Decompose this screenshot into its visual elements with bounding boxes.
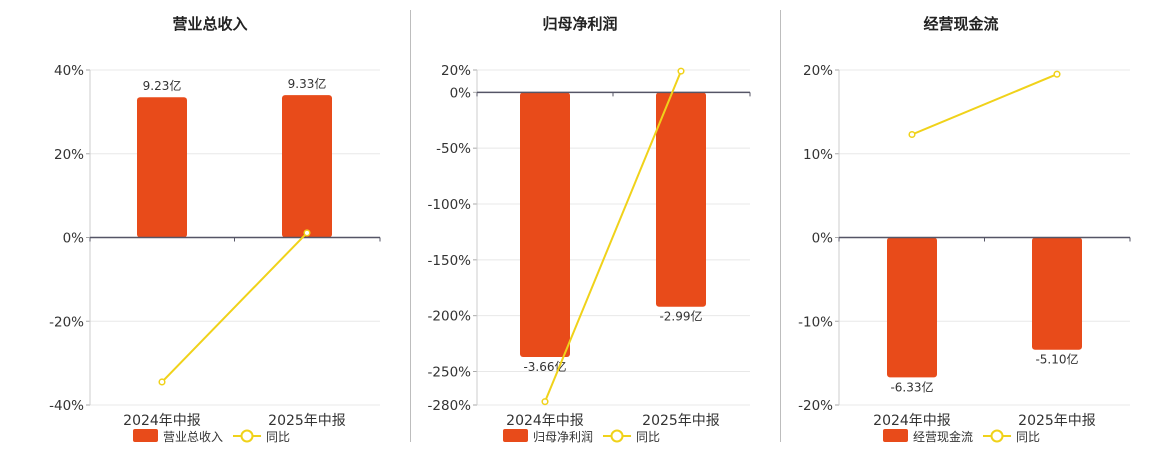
- legend-swatch-marker: [610, 429, 624, 443]
- bar-data-label: -2.99亿: [659, 309, 702, 324]
- x-tick-label: 2024年中报: [873, 413, 951, 429]
- yoy-point: [677, 67, 685, 75]
- bar: [656, 92, 706, 307]
- chart-svg: 归母净利润 20% 0% -50% -100% -150% -200% -250% -280% -…: [428, 15, 751, 444]
- y-tick-label: 0%: [450, 85, 472, 101]
- legend-swatch-bar: [883, 429, 908, 442]
- legend-swatch-marker: [990, 429, 1004, 443]
- x-tick-label: 2025年中报: [268, 413, 346, 429]
- x-tick-label: 2024年中报: [123, 413, 201, 429]
- panel-divider: [410, 10, 411, 442]
- chart-panel-cash-flow: 经营现金流 20% 10% 0% -10% -20% -6.33亿 -5.10亿 2024年中报…: [781, 0, 1160, 450]
- y-tick-label: 40%: [54, 63, 84, 79]
- legend-label-line: 同比: [1016, 430, 1040, 444]
- bar-data-label: -5.10亿: [1035, 352, 1078, 367]
- y-tick-label: -50%: [436, 141, 471, 157]
- chart-title: 经营现金流: [923, 15, 998, 33]
- y-tick-label: 20%: [803, 63, 833, 79]
- legend-label-bar: 归母净利润: [533, 430, 593, 444]
- x-tick-label: 2024年中报: [506, 413, 584, 429]
- yoy-point: [303, 229, 311, 237]
- y-tick-label: -20%: [798, 398, 833, 414]
- x-tick-label: 2025年中报: [1018, 413, 1096, 429]
- chart-title: 营业总收入: [172, 15, 247, 33]
- legend-swatch-bar: [503, 429, 528, 442]
- y-tick-label: -280%: [428, 398, 472, 414]
- yoy-point: [908, 130, 916, 139]
- legend-label-bar: 营业总收入: [163, 430, 223, 444]
- y-tick-label: 20%: [441, 63, 471, 79]
- y-tick-label: -200%: [428, 309, 472, 325]
- legend-swatch-marker: [240, 429, 254, 443]
- y-tick-label: -10%: [798, 314, 833, 330]
- y-tick-label: -40%: [49, 398, 84, 414]
- bar-data-label: 9.23亿: [143, 78, 182, 93]
- yoy-line: [161, 232, 308, 383]
- yoy-line: [911, 73, 1058, 136]
- y-tick-label: 20%: [54, 147, 84, 163]
- y-tick-label: -100%: [428, 197, 472, 213]
- chart-panel-revenue: 营业总收入 40% 20% 0% -20% -40% 9.23亿 9.33亿 2024年中报 20…: [0, 0, 410, 450]
- bar-data-label: -3.66亿: [523, 359, 566, 374]
- bar: [282, 95, 332, 238]
- yoy-point: [158, 378, 166, 386]
- chart-title: 归母净利润: [542, 15, 617, 33]
- yoy-line: [544, 70, 682, 403]
- chart-panel-net-profit: 归母净利润 20% 0% -50% -100% -150% -200% -250% -280% -…: [411, 0, 780, 450]
- x-tick-label: 2025年中报: [642, 413, 720, 429]
- legend-label-line: 同比: [636, 430, 660, 444]
- y-tick-label: 10%: [803, 147, 833, 163]
- bar-data-label: 9.33亿: [288, 76, 327, 91]
- legend-label-line: 同比: [266, 430, 290, 444]
- bar: [137, 97, 187, 238]
- y-tick-label: -150%: [428, 253, 472, 269]
- y-tick-label: -250%: [428, 365, 472, 381]
- yoy-point: [1053, 70, 1061, 78]
- panel-divider: [780, 10, 781, 442]
- bar: [520, 92, 570, 357]
- legend-label-bar: 经营现金流: [913, 429, 973, 444]
- y-tick-label: 0%: [63, 231, 85, 247]
- bar-data-label: -6.33亿: [890, 379, 933, 394]
- legend-swatch-bar: [133, 429, 158, 442]
- yoy-point: [541, 398, 549, 406]
- bar: [1032, 237, 1082, 350]
- chart-svg: 经营现金流 20% 10% 0% -10% -20% -6.33亿 -5.10亿 2024年中报…: [798, 15, 1131, 444]
- chart-svg: 营业总收入 40% 20% 0% -20% -40% 9.23亿 9.33亿 2024年中报 20…: [49, 15, 381, 444]
- bar: [887, 237, 937, 378]
- y-tick-label: 0%: [812, 231, 834, 247]
- y-tick-label: -20%: [49, 314, 84, 330]
